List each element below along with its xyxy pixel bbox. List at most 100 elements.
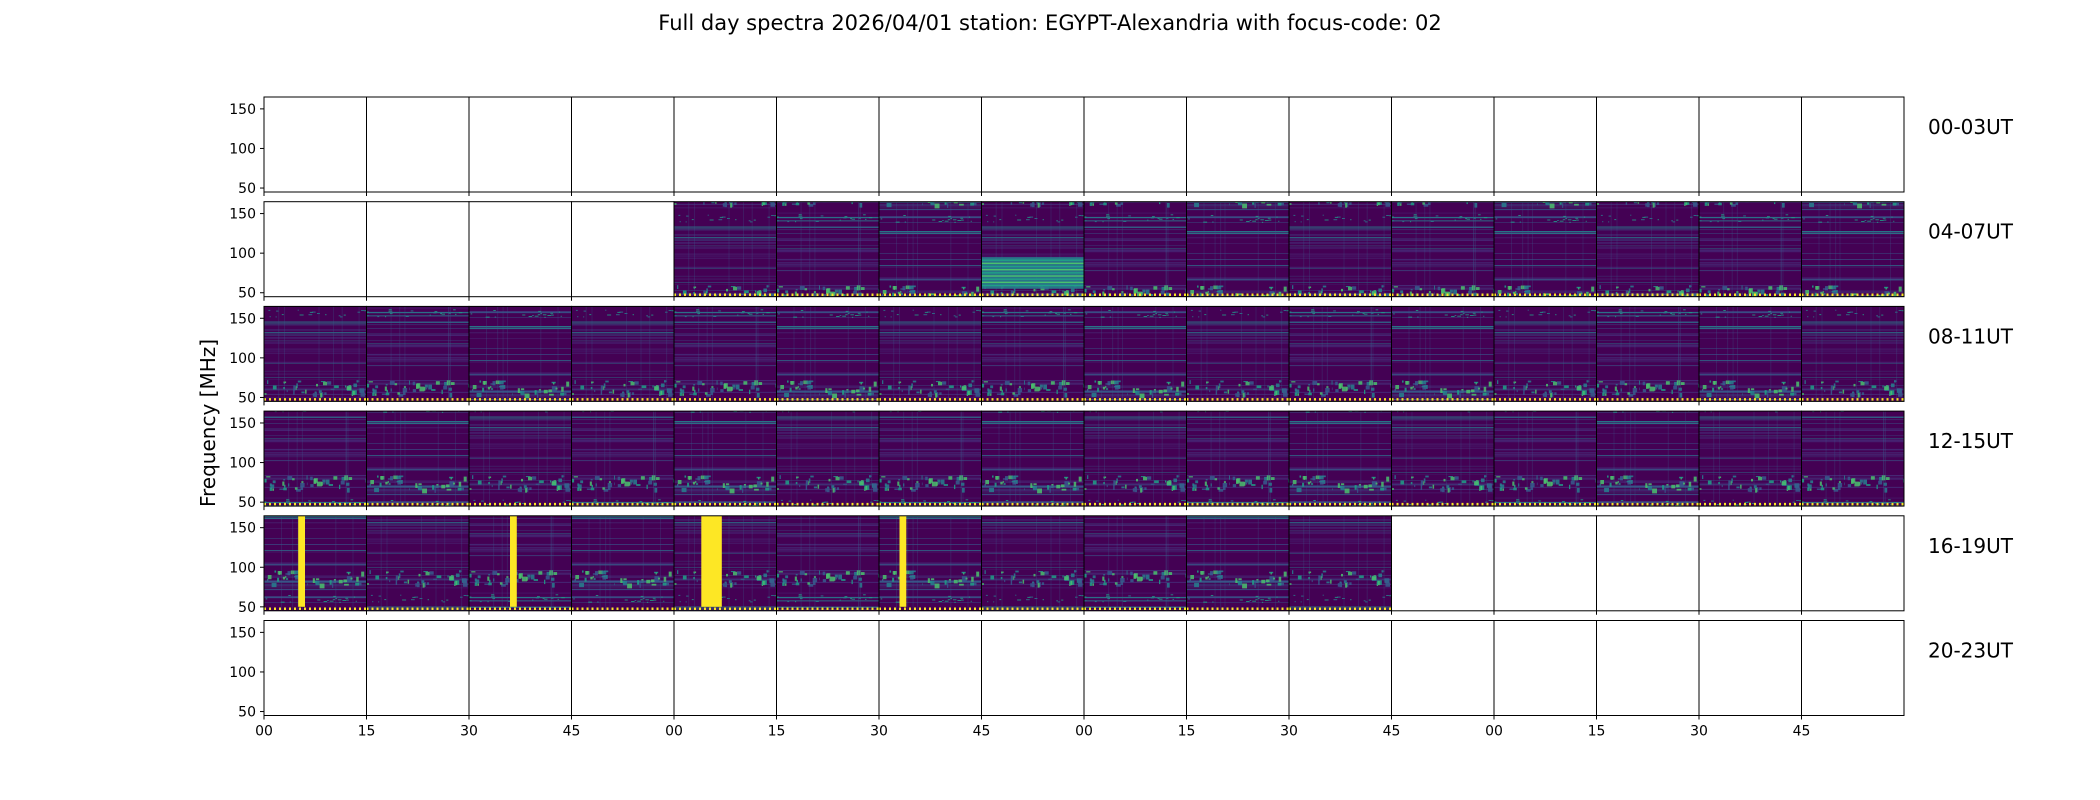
- panel-frame: [1801, 305, 1905, 402]
- spectrogram-panel: [1084, 201, 1187, 297]
- y-tick-label: 50: [238, 286, 256, 302]
- spectrogram-panel: [264, 306, 367, 402]
- empty-panel: [264, 97, 367, 192]
- row-label: 04-07UT: [1928, 220, 2014, 244]
- panel-frame: [1801, 96, 1905, 193]
- spectrogram-panel: [674, 515, 777, 611]
- x-tick-label: 45: [973, 724, 991, 740]
- y-tick-label: 150: [229, 521, 256, 537]
- spectrogram-panel: [981, 411, 1084, 507]
- spectrogram-panel: [879, 201, 982, 297]
- empty-panel: [776, 620, 879, 716]
- spectrogram-panel: [1186, 201, 1289, 297]
- spectrogram-panel: [879, 515, 982, 611]
- saturated-burst: [701, 515, 722, 607]
- x-tick-label: 30: [460, 724, 478, 740]
- y-tick-label: 100: [229, 141, 256, 157]
- spectrogram-panel: [1494, 201, 1597, 297]
- x-tick-label: 15: [1588, 724, 1606, 740]
- spectrogram-panel: [1186, 306, 1289, 402]
- row-label: 12-15UT: [1928, 429, 2014, 453]
- x-tick-label: 30: [1280, 724, 1298, 740]
- y-tick-label: 150: [229, 207, 256, 223]
- x-tick-label: 00: [255, 724, 273, 740]
- empty-panel: [1801, 620, 1904, 716]
- x-tick-label: 15: [1178, 724, 1196, 740]
- panel-frame: [1801, 201, 1905, 298]
- spectrogram-panel: [571, 515, 674, 611]
- y-tick-label: 50: [238, 600, 256, 616]
- empty-panel: [1699, 515, 1802, 611]
- y-tick-label: 150: [229, 416, 256, 432]
- spectrogram-panel: [1596, 306, 1699, 402]
- empty-panel: [366, 620, 469, 716]
- chart-title: Full day spectra 2026/04/01 station: EGY…: [658, 11, 1442, 35]
- empty-panel: [366, 97, 469, 192]
- empty-panel: [571, 97, 674, 192]
- empty-panel: [1596, 97, 1699, 192]
- empty-panel: [1391, 97, 1494, 192]
- empty-panel: [776, 97, 879, 192]
- spectrogram-panel: [1084, 515, 1187, 611]
- empty-panel: [264, 620, 367, 716]
- empty-panel: [1289, 620, 1392, 716]
- empty-panel: [1186, 620, 1289, 716]
- empty-panel: [981, 620, 1084, 716]
- empty-panel: [1596, 515, 1699, 611]
- empty-panel: [469, 620, 572, 716]
- y-tick-label: 100: [229, 560, 256, 576]
- y-tick-label: 50: [238, 390, 256, 406]
- spectrogram-panel: [776, 306, 879, 402]
- empty-panel: [1186, 97, 1289, 192]
- spectrogram-panel: [981, 306, 1084, 402]
- empty-panel: [1391, 515, 1494, 611]
- spectrogram-panel: [1391, 201, 1494, 297]
- y-tick-label: 100: [229, 246, 256, 262]
- empty-panel: [674, 620, 777, 716]
- panel-frame: [1801, 515, 1905, 612]
- spectrogram-panel: [571, 411, 674, 507]
- empty-panel: [469, 201, 572, 297]
- empty-panel: [1391, 620, 1494, 716]
- empty-panel: [1084, 97, 1187, 192]
- spectrogram-panel: [469, 411, 572, 507]
- empty-panel: [366, 201, 469, 297]
- panel-frame: [1801, 620, 1905, 716]
- empty-panel: [879, 97, 982, 192]
- spectrogram-panel: [1596, 201, 1699, 297]
- spectrogram-panel: [776, 411, 879, 507]
- spectrogram-panel: [1494, 306, 1597, 402]
- spectrogram-panel: [1289, 201, 1392, 297]
- y-tick-label: 50: [238, 705, 256, 721]
- empty-panel: [1084, 620, 1187, 716]
- spectrogram-panel: [1801, 201, 1904, 297]
- empty-panel: [1494, 97, 1597, 192]
- x-tick-label: 45: [563, 724, 581, 740]
- x-tick-label: 00: [1485, 724, 1503, 740]
- row-label: 08-11UT: [1928, 324, 2014, 348]
- y-tick-label: 50: [238, 495, 256, 511]
- spectrogram-panel: [1289, 411, 1392, 507]
- saturated-burst: [298, 515, 305, 607]
- x-tick-label: 15: [768, 724, 786, 740]
- spectrogram-panel: [674, 201, 777, 297]
- empty-panel: [571, 201, 674, 297]
- spectrogram-panel: [1289, 306, 1392, 402]
- spectrogram-panel: [674, 411, 777, 507]
- spectrogram-panel: [1186, 411, 1289, 507]
- spectrogram-panel: [1084, 306, 1187, 402]
- row-label: 16-19UT: [1928, 534, 2014, 558]
- spectrogram-panel: [776, 515, 879, 611]
- x-tick-label: 45: [1793, 724, 1811, 740]
- row-label: 00-03UT: [1928, 115, 2014, 139]
- empty-panel: [1801, 97, 1904, 192]
- spectrogram-panel: [1699, 306, 1802, 402]
- spectrogram-panel: [469, 515, 572, 611]
- empty-panel: [981, 97, 1084, 192]
- saturated-burst: [510, 515, 517, 607]
- x-tick-label: 30: [1690, 724, 1708, 740]
- empty-panel: [1801, 515, 1904, 611]
- empty-panel: [469, 97, 572, 192]
- enhanced-emission: [981, 257, 1084, 289]
